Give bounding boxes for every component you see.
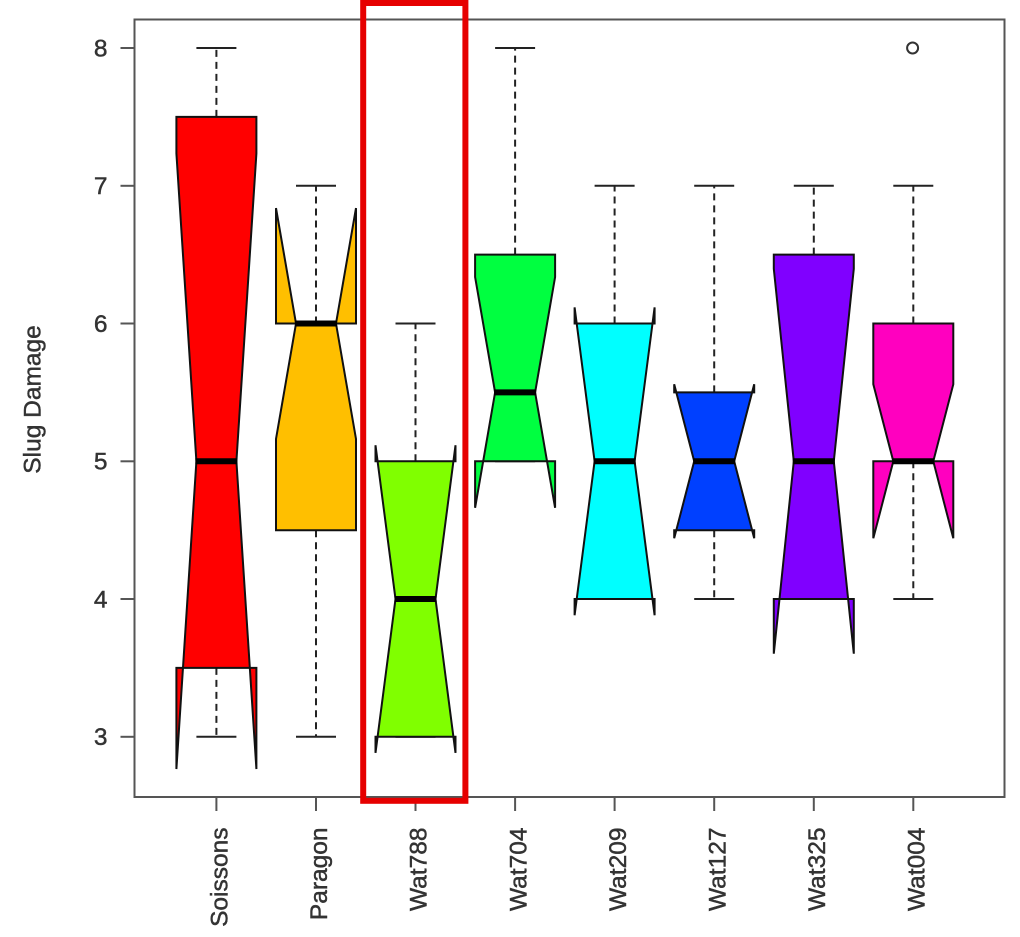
svg-text:Wat209: Wat209 [605, 828, 632, 912]
svg-text:4: 4 [94, 586, 108, 613]
svg-text:7: 7 [94, 173, 108, 200]
svg-text:3: 3 [94, 724, 108, 751]
svg-text:Wat788: Wat788 [406, 828, 433, 912]
svg-text:Wat704: Wat704 [505, 828, 532, 912]
svg-text:8: 8 [94, 35, 108, 62]
svg-text:Wat004: Wat004 [904, 828, 931, 912]
svg-text:Slug Damage: Slug Damage [20, 325, 47, 473]
svg-text:Wat325: Wat325 [804, 828, 831, 912]
svg-text:5: 5 [94, 449, 108, 476]
svg-text:6: 6 [94, 311, 108, 338]
svg-text:Paragon: Paragon [306, 828, 333, 921]
svg-text:Wat127: Wat127 [704, 828, 731, 912]
svg-text:Soissons: Soissons [207, 828, 234, 927]
